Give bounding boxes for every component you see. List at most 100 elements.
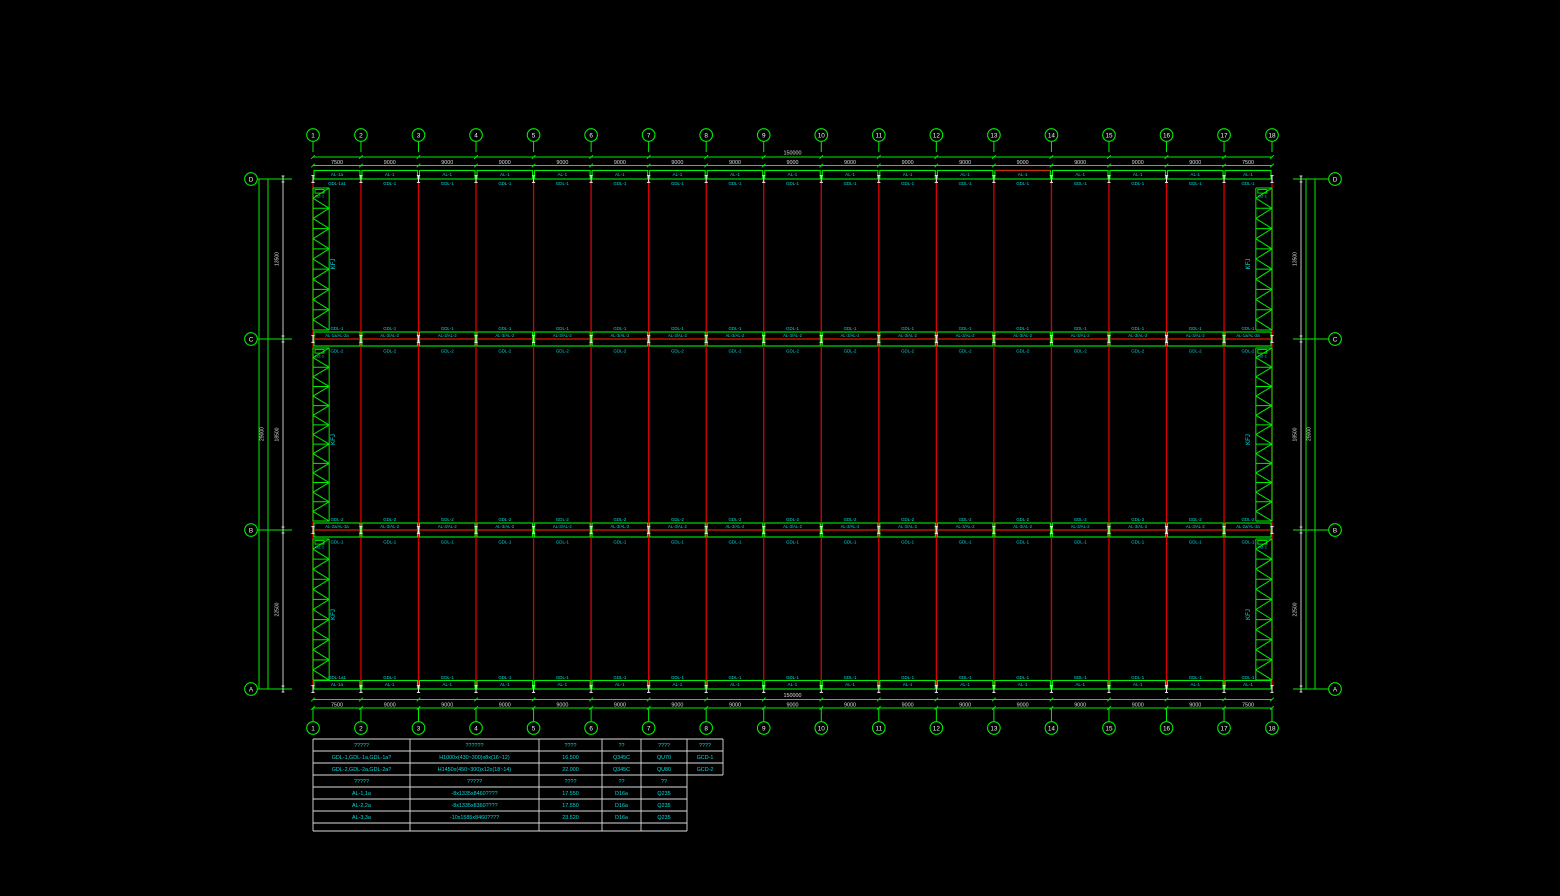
- svg-text:AL-1: AL-1: [557, 172, 567, 177]
- svg-text:GDL-1: GDL-1: [1131, 675, 1144, 680]
- svg-text:AL-1: AL-1: [1243, 682, 1253, 687]
- svg-text:GDL-2: GDL-2: [556, 349, 569, 354]
- svg-text:AL-3/AL-2: AL-3/AL-2: [898, 524, 918, 529]
- svg-text:GDL-1: GDL-1: [901, 326, 914, 331]
- svg-text:9000: 9000: [671, 702, 683, 708]
- svg-text:GDL-1: GDL-1: [1016, 540, 1029, 545]
- svg-text:3: 3: [417, 132, 421, 139]
- svg-text:GDL-1: GDL-1: [331, 540, 344, 545]
- svg-text:GDL-1: GDL-1: [671, 181, 684, 186]
- svg-text:9000: 9000: [614, 702, 626, 708]
- svg-text:7: 7: [647, 132, 651, 139]
- svg-text:GDL-1: GDL-1: [1016, 675, 1029, 680]
- svg-text:AL-1: AL-1: [615, 172, 625, 177]
- svg-text:GDL-1: GDL-1: [901, 675, 914, 680]
- svg-text:AL-3/AL-2: AL-3/AL-2: [956, 524, 976, 529]
- svg-text:3: 3: [417, 725, 421, 732]
- svg-text:9000: 9000: [441, 160, 453, 166]
- svg-text:-8x1335x8460????: -8x1335x8460????: [451, 791, 497, 797]
- svg-text:GDL-2: GDL-2: [959, 517, 972, 522]
- svg-text:GDL-1: GDL-1: [728, 326, 741, 331]
- svg-text:AL-3/AL-2: AL-3/AL-2: [783, 524, 803, 529]
- svg-text:29000: 29000: [1307, 427, 1313, 441]
- svg-text:GDL-1: GDL-1: [1189, 540, 1202, 545]
- svg-text:GDL-1: GDL-1: [556, 326, 569, 331]
- svg-text:13: 13: [990, 725, 998, 732]
- svg-text:9000: 9000: [499, 702, 511, 708]
- svg-text:150000: 150000: [784, 150, 802, 156]
- svg-text:GDL-1: GDL-1: [1131, 540, 1144, 545]
- svg-text:D16a: D16a: [615, 803, 628, 809]
- svg-text:AL-1: AL-1: [500, 682, 510, 687]
- svg-text:AL-1a: AL-1a: [331, 682, 344, 687]
- svg-text:B: B: [249, 527, 253, 534]
- svg-text:9000: 9000: [1189, 160, 1201, 166]
- svg-text:GDL-1: GDL-1: [383, 181, 396, 186]
- svg-text:22.000: 22.000: [562, 767, 579, 773]
- svg-text:6: 6: [589, 725, 593, 732]
- svg-text:GDL-1: GDL-1: [441, 181, 454, 186]
- svg-text:14: 14: [1048, 725, 1056, 732]
- svg-text:1: 1: [311, 725, 315, 732]
- svg-text:GDL-2: GDL-2: [441, 517, 454, 522]
- svg-text:GDL-1: GDL-1: [728, 540, 741, 545]
- svg-text:9000: 9000: [441, 702, 453, 708]
- svg-text:GDL-1: GDL-1: [331, 326, 344, 331]
- svg-text:GDL-1: GDL-1: [1074, 326, 1087, 331]
- svg-text:Q345C: Q345C: [613, 767, 630, 773]
- svg-text:GDL-2: GDL-2: [1189, 349, 1202, 354]
- svg-text:GDL-2: GDL-2: [1074, 517, 1087, 522]
- svg-text:GZ-1: GZ-1: [315, 194, 325, 199]
- svg-text:18500: 18500: [275, 427, 281, 441]
- svg-text:7500: 7500: [331, 160, 343, 166]
- svg-text:16: 16: [1163, 132, 1171, 139]
- svg-text:GDL-1: GDL-1: [613, 181, 626, 186]
- svg-text:GDL-1: GDL-1: [1189, 675, 1202, 680]
- svg-text:AL-3/AL-2: AL-3/AL-2: [438, 524, 458, 529]
- svg-text:GDL-1: GDL-1: [671, 326, 684, 331]
- svg-text:GDL-1: GDL-1: [786, 326, 799, 331]
- svg-text:GDL-1: GDL-1: [383, 675, 396, 680]
- svg-text:GZ-1: GZ-1: [1258, 545, 1268, 550]
- svg-text:KFJ: KFJ: [330, 258, 337, 269]
- svg-text:GZ-1: GZ-1: [315, 354, 325, 359]
- svg-text:AL-3/AL-2: AL-3/AL-2: [380, 333, 400, 338]
- svg-text:GDL-1: GDL-1: [901, 181, 914, 186]
- svg-text:GDL-1: GDL-1: [959, 181, 972, 186]
- svg-text:AL-1: AL-1: [673, 172, 683, 177]
- svg-text:9000: 9000: [384, 160, 396, 166]
- svg-text:AL-1: AL-1: [960, 172, 970, 177]
- svg-text:7500: 7500: [331, 702, 343, 708]
- svg-text:Q235: Q235: [657, 803, 670, 809]
- svg-text:AL-3/AL-2: AL-3/AL-2: [668, 524, 688, 529]
- svg-text:9000: 9000: [787, 702, 799, 708]
- svg-text:GDL-2: GDL-2: [901, 349, 914, 354]
- svg-text:9000: 9000: [902, 160, 914, 166]
- svg-text:150000: 150000: [784, 693, 802, 699]
- svg-text:GDL-1: GDL-1: [1189, 326, 1202, 331]
- svg-text:GDL-1: GDL-1: [613, 540, 626, 545]
- svg-text:GDL-1: GDL-1: [959, 326, 972, 331]
- svg-text:8: 8: [704, 132, 708, 139]
- svg-text:17.550: 17.550: [562, 791, 579, 797]
- svg-text:4: 4: [474, 725, 478, 732]
- svg-text:17.550: 17.550: [562, 803, 579, 809]
- svg-text:C: C: [1333, 336, 1338, 343]
- svg-text:GDL-1: GDL-1: [441, 540, 454, 545]
- svg-text:KFJ: KFJ: [330, 609, 337, 620]
- svg-text:9000: 9000: [384, 702, 396, 708]
- svg-text:AL-3/AL-2: AL-3/AL-2: [1186, 524, 1206, 529]
- svg-text:AL-1: AL-1: [1133, 172, 1143, 177]
- svg-text:C: C: [249, 336, 254, 343]
- svg-text:GDL-2: GDL-2: [901, 517, 914, 522]
- svg-text:17: 17: [1220, 132, 1228, 139]
- svg-text:GDL-2: GDL-2: [613, 517, 626, 522]
- svg-text:AL-1: AL-1: [500, 172, 510, 177]
- svg-text:B: B: [1333, 527, 1337, 534]
- svg-text:2: 2: [359, 132, 363, 139]
- svg-text:9000: 9000: [614, 160, 626, 166]
- svg-text:13500: 13500: [1293, 252, 1299, 266]
- svg-text:Q235: Q235: [657, 815, 670, 821]
- svg-text:AL-3/AL-2: AL-3/AL-2: [1013, 524, 1033, 529]
- svg-text:5: 5: [532, 725, 536, 732]
